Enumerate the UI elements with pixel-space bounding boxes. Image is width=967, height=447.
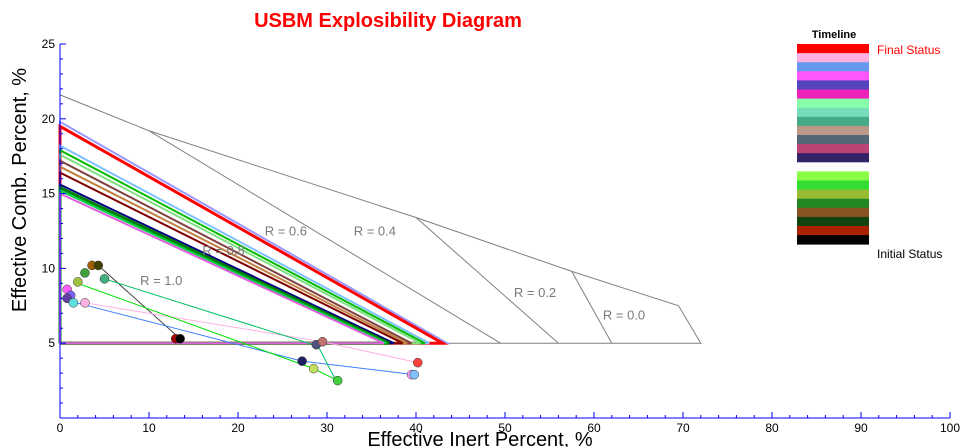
chart-title: USBM Explosibility Diagram [254, 10, 522, 32]
timeline-legend: Timeline Final Status Initial Status [797, 29, 942, 261]
r-label-1: R = 0.8 [202, 243, 244, 258]
r-line-1 [415, 217, 559, 344]
x-tick-label-90: 90 [854, 421, 868, 435]
r-line-label-2: R = 0.0 [603, 307, 645, 322]
legend-swatch-14 [797, 171, 869, 181]
legend-swatch-7 [797, 107, 869, 118]
legend-swatch-12 [797, 153, 869, 163]
legend-final-status-label: Final Status [877, 43, 940, 57]
y-tick-label-5: 5 [48, 336, 55, 350]
x-tick-label-10: 10 [142, 421, 156, 435]
legend-swatch-8 [797, 116, 869, 127]
data-point-15 [308, 363, 319, 374]
x-tick-label-100: 100 [940, 421, 960, 435]
data-point-3 [68, 298, 79, 308]
legend-swatch-13 [797, 162, 869, 172]
legend-swatch-4 [797, 80, 869, 90]
y-axis-label: Effective Comb. Percent, % [9, 68, 31, 312]
legend-swatch-5 [797, 89, 869, 99]
data-point-14 [297, 356, 307, 366]
plot-area: R = 0.4 R = 0.2 R = 0.0 R = 0.6 R = 0.8 R = 1… [58, 94, 702, 386]
legend-swatch-0 [797, 44, 869, 54]
x-axis-label: Effective Inert Percent, % [367, 429, 593, 447]
data-point-8 [93, 260, 104, 271]
data-point-13 [317, 336, 328, 347]
axes: 0 10 20 30 40 50 60 70 80 90 100 5 10 15 20 25 [42, 37, 961, 435]
x-tick-label-40: 40 [409, 421, 423, 435]
data-point-19 [413, 357, 423, 368]
y-tick-label-25: 25 [42, 37, 56, 51]
r-line-label-1: R = 0.2 [514, 285, 556, 300]
r-line-2 [571, 271, 613, 344]
data-point-6 [80, 268, 90, 278]
data-point-11 [175, 333, 185, 344]
x-tick-label-60: 60 [587, 421, 601, 435]
x-tick-label-30: 30 [320, 421, 334, 435]
x-tick-label-70: 70 [676, 421, 690, 435]
legend-swatch-1 [797, 53, 869, 63]
legend-initial-status-label: Initial Status [877, 247, 942, 261]
legend-swatch-19 [797, 216, 869, 227]
legend-swatch-3 [797, 71, 869, 81]
r-label-2: R = 1.0 [140, 273, 182, 288]
status-envelope-10 [59, 189, 388, 345]
data-point-18 [409, 369, 419, 380]
r-label-0: R = 0.6 [265, 223, 307, 238]
legend-swatch-20 [797, 226, 869, 236]
legend-title: Timeline [812, 29, 856, 41]
legend-swatch-16 [797, 189, 869, 200]
status-envelope-8 [59, 183, 395, 345]
data-point-5 [73, 277, 83, 287]
legend-swatch-6 [797, 98, 869, 109]
legend-swatch-9 [797, 125, 869, 136]
y-tick-label-10: 10 [42, 261, 56, 275]
legend-swatch-10 [797, 135, 869, 145]
x-tick-label-80: 80 [765, 421, 779, 435]
legend-swatch-17 [797, 198, 869, 209]
x-tick-label-50: 50 [498, 421, 512, 435]
y-tick-label-20: 20 [42, 112, 56, 126]
legend-swatch-2 [797, 62, 869, 72]
status-envelope-11 [59, 192, 385, 345]
x-tick-label-0: 0 [57, 421, 64, 435]
legend-swatch-15 [797, 180, 869, 190]
y-tick-label-15: 15 [42, 187, 56, 201]
status-envelope-9 [58, 185, 390, 345]
legend-swatch-21 [797, 235, 869, 245]
data-point-4 [80, 298, 90, 308]
r-line-label-0: R = 0.4 [354, 223, 396, 238]
data-point-9 [99, 274, 110, 284]
data-point-16 [332, 375, 343, 386]
r-line-0 [148, 130, 501, 344]
legend-swatch-11 [797, 144, 869, 154]
x-tick-label-20: 20 [231, 421, 245, 435]
legend-swatch-18 [797, 207, 869, 218]
